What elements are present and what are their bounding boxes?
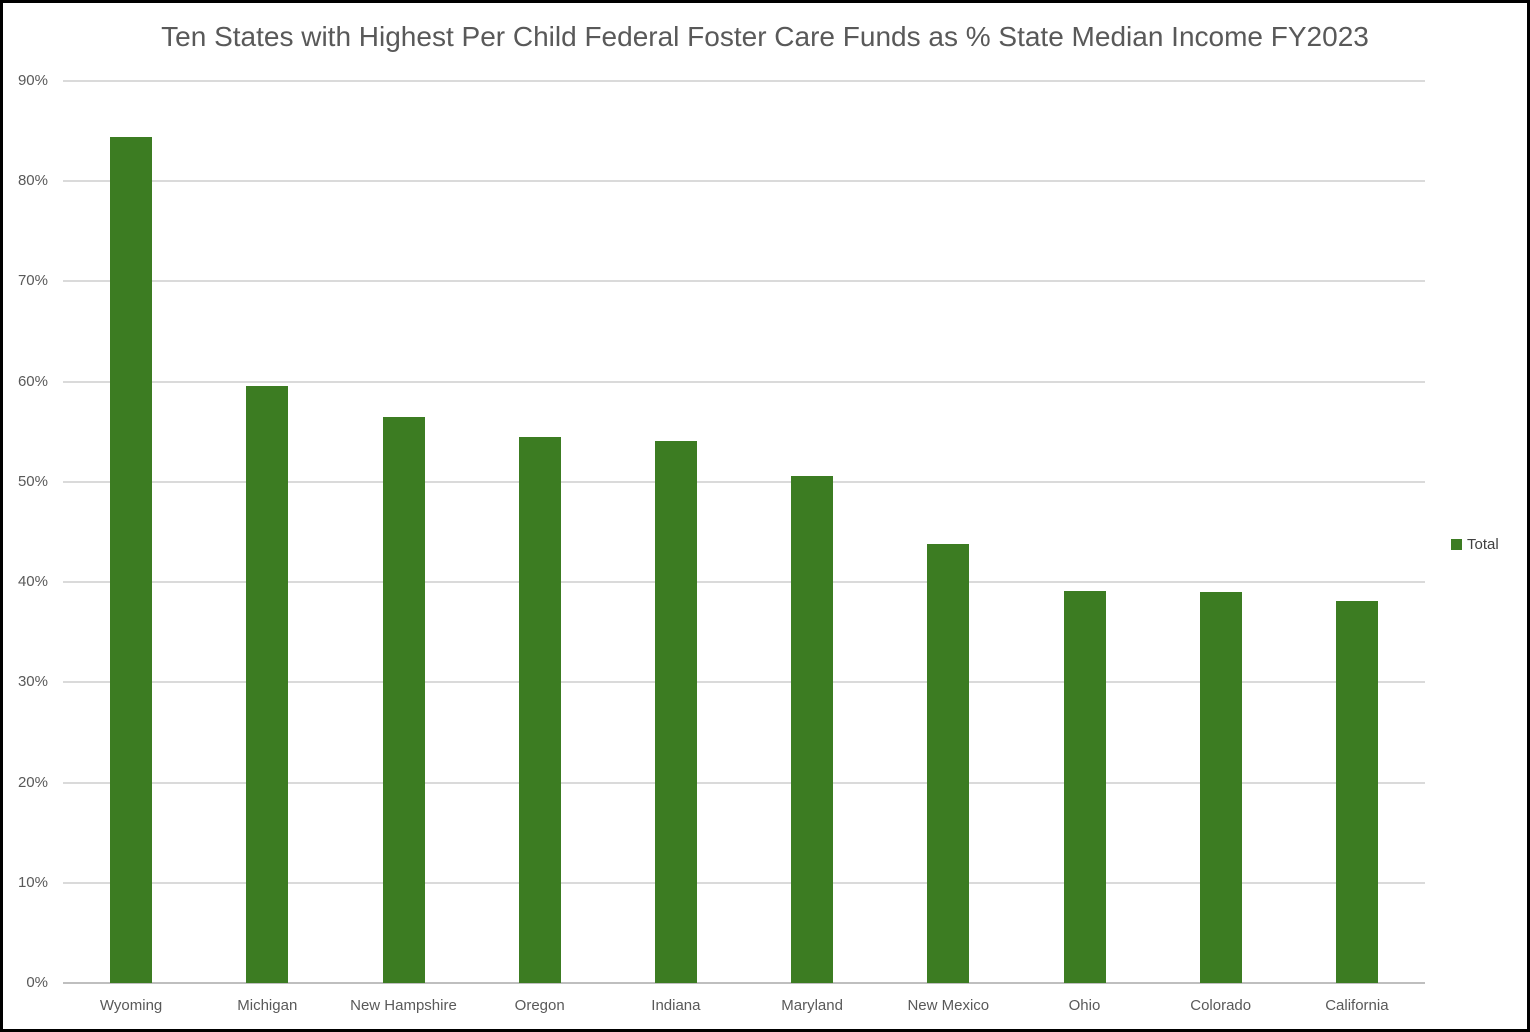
x-axis-line — [63, 982, 1425, 984]
bar-ohio — [1063, 591, 1106, 983]
bar-new-mexico — [927, 544, 970, 983]
y-tick-label-10: 10% — [17, 873, 48, 891]
y-tick-label-70: 70% — [17, 272, 48, 290]
bar-california — [1335, 601, 1378, 983]
x-axis-label-michigan: Michigan — [237, 997, 298, 1014]
legend-swatch-total — [1451, 539, 1462, 550]
x-axis-label-california: California — [1325, 997, 1389, 1014]
bar-wyoming — [110, 137, 153, 983]
legend: Total — [1451, 536, 1499, 553]
gridline-80 — [63, 180, 1425, 183]
y-tick-label-50: 50% — [17, 472, 48, 490]
plot-area: 0% 10% 20% 30% 40% 50% 60% 70% 80% 90% Wyoming Mich… — [3, 3, 1527, 1029]
legend-label-total: Total — [1467, 536, 1499, 553]
y-tick-label-20: 20% — [17, 773, 48, 791]
x-axis-label-wyoming: Wyoming — [99, 997, 163, 1014]
y-tick-label-80: 80% — [17, 172, 48, 190]
x-axis-label-indiana: Indiana — [651, 997, 701, 1014]
x-axis-label-colorado: Colorado — [1190, 997, 1252, 1014]
bar-oregon — [518, 436, 561, 983]
gridline-20 — [63, 781, 1425, 784]
x-axis-label-new-hampshire: New Hampshire — [350, 997, 457, 1014]
bar-colorado — [1199, 592, 1242, 983]
bar-new-hampshire — [382, 416, 425, 983]
gridline-50 — [63, 480, 1425, 483]
y-tick-label-40: 40% — [17, 573, 48, 591]
x-axis-label-new-mexico: New Mexico — [907, 997, 990, 1014]
bar-maryland — [791, 475, 834, 983]
gridline-40 — [63, 581, 1425, 584]
x-axis-label-maryland: Maryland — [781, 997, 843, 1014]
chart-title: Ten States with Highest Per Child Federa… — [161, 21, 1369, 52]
gridline-10 — [63, 881, 1425, 884]
bar-michigan — [246, 385, 289, 983]
bar-indiana — [654, 440, 697, 983]
y-tick-label-60: 60% — [17, 372, 48, 390]
gridline-60 — [63, 380, 1425, 383]
gridline-30 — [63, 681, 1425, 684]
y-tick-label-0: 0% — [26, 974, 48, 991]
y-tick-label-30: 30% — [17, 673, 48, 691]
x-axis-label-ohio: Ohio — [1068, 997, 1101, 1014]
x-axis-label-oregon: Oregon — [514, 997, 565, 1014]
gridline-70 — [63, 280, 1425, 283]
y-tick-label-90: 90% — [17, 72, 48, 89]
gridline-90 — [63, 80, 1425, 82]
